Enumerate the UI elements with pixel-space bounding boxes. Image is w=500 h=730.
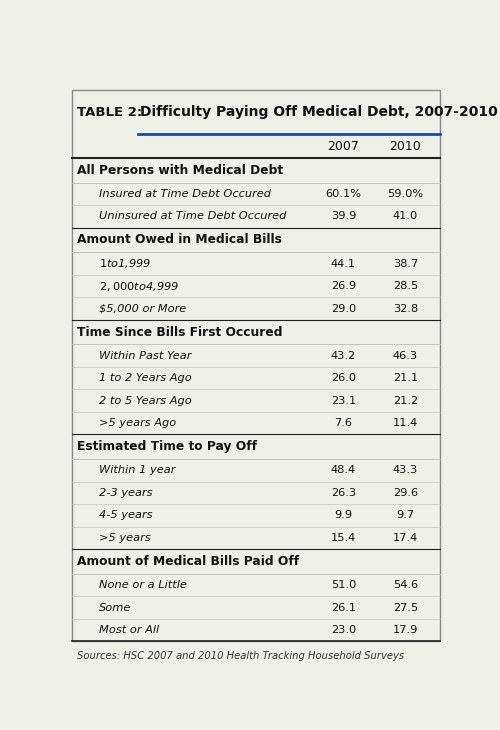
Text: 15.4: 15.4 <box>331 533 356 543</box>
Text: 26.3: 26.3 <box>331 488 356 498</box>
Text: Within Past Year: Within Past Year <box>100 350 192 361</box>
Text: 23.0: 23.0 <box>331 625 356 635</box>
Text: 44.1: 44.1 <box>331 258 356 269</box>
Text: Insured at Time Debt Occured: Insured at Time Debt Occured <box>100 189 272 199</box>
Text: 39.9: 39.9 <box>331 211 356 221</box>
Text: 2-3 years: 2-3 years <box>100 488 153 498</box>
Text: 32.8: 32.8 <box>393 304 418 313</box>
Text: 21.2: 21.2 <box>393 396 418 406</box>
Text: Uninsured at Time Debt Occured: Uninsured at Time Debt Occured <box>100 211 286 221</box>
Text: 54.6: 54.6 <box>393 580 418 590</box>
Text: 38.7: 38.7 <box>393 258 418 269</box>
Text: $1 to $1,999: $1 to $1,999 <box>100 257 152 270</box>
Text: >5 years: >5 years <box>100 533 151 543</box>
Text: 7.6: 7.6 <box>334 418 352 429</box>
Text: Difficulty Paying Off Medical Debt, 2007-2010: Difficulty Paying Off Medical Debt, 2007… <box>140 105 498 119</box>
Text: 27.5: 27.5 <box>393 602 418 612</box>
Text: Some: Some <box>100 602 132 612</box>
Text: 26.1: 26.1 <box>331 602 356 612</box>
Text: 26.0: 26.0 <box>331 373 356 383</box>
Text: $2,000 to $4,999: $2,000 to $4,999 <box>100 280 180 293</box>
Text: 29.0: 29.0 <box>331 304 356 313</box>
Text: Most or All: Most or All <box>100 625 160 635</box>
Text: 23.1: 23.1 <box>331 396 356 406</box>
FancyBboxPatch shape <box>72 91 440 641</box>
Text: 2 to 5 Years Ago: 2 to 5 Years Ago <box>100 396 192 406</box>
Text: TABLE 2:: TABLE 2: <box>77 106 142 119</box>
Text: Amount Owed in Medical Bills: Amount Owed in Medical Bills <box>77 234 282 247</box>
Text: 21.1: 21.1 <box>393 373 418 383</box>
Text: 46.3: 46.3 <box>393 350 418 361</box>
Text: None or a Little: None or a Little <box>100 580 187 590</box>
Text: 48.4: 48.4 <box>331 466 356 475</box>
Text: 28.5: 28.5 <box>393 281 418 291</box>
Text: $5,000 or More: $5,000 or More <box>100 304 186 313</box>
Text: 9.9: 9.9 <box>334 510 352 520</box>
Text: 2010: 2010 <box>390 139 422 153</box>
Text: 59.0%: 59.0% <box>388 189 424 199</box>
Text: 2007: 2007 <box>328 139 360 153</box>
Text: 41.0: 41.0 <box>393 211 418 221</box>
Text: 9.7: 9.7 <box>396 510 414 520</box>
Text: 29.6: 29.6 <box>393 488 418 498</box>
Text: 43.2: 43.2 <box>331 350 356 361</box>
Text: Estimated Time to Pay Off: Estimated Time to Pay Off <box>77 440 257 453</box>
Text: All Persons with Medical Debt: All Persons with Medical Debt <box>77 164 283 177</box>
Text: 17.9: 17.9 <box>393 625 418 635</box>
Text: 60.1%: 60.1% <box>326 189 362 199</box>
Text: 1 to 2 Years Ago: 1 to 2 Years Ago <box>100 373 192 383</box>
Text: Amount of Medical Bills Paid Off: Amount of Medical Bills Paid Off <box>77 555 299 568</box>
Text: 11.4: 11.4 <box>393 418 418 429</box>
Text: 17.4: 17.4 <box>393 533 418 543</box>
Text: Sources: HSC 2007 and 2010 Health Tracking Household Surveys: Sources: HSC 2007 and 2010 Health Tracki… <box>77 651 404 661</box>
Text: >5 years Ago: >5 years Ago <box>100 418 176 429</box>
Text: 51.0: 51.0 <box>331 580 356 590</box>
Text: Time Since Bills First Occured: Time Since Bills First Occured <box>77 326 282 339</box>
Text: 43.3: 43.3 <box>393 466 418 475</box>
Text: 26.9: 26.9 <box>331 281 356 291</box>
Text: 4-5 years: 4-5 years <box>100 510 153 520</box>
Text: Within 1 year: Within 1 year <box>100 466 176 475</box>
